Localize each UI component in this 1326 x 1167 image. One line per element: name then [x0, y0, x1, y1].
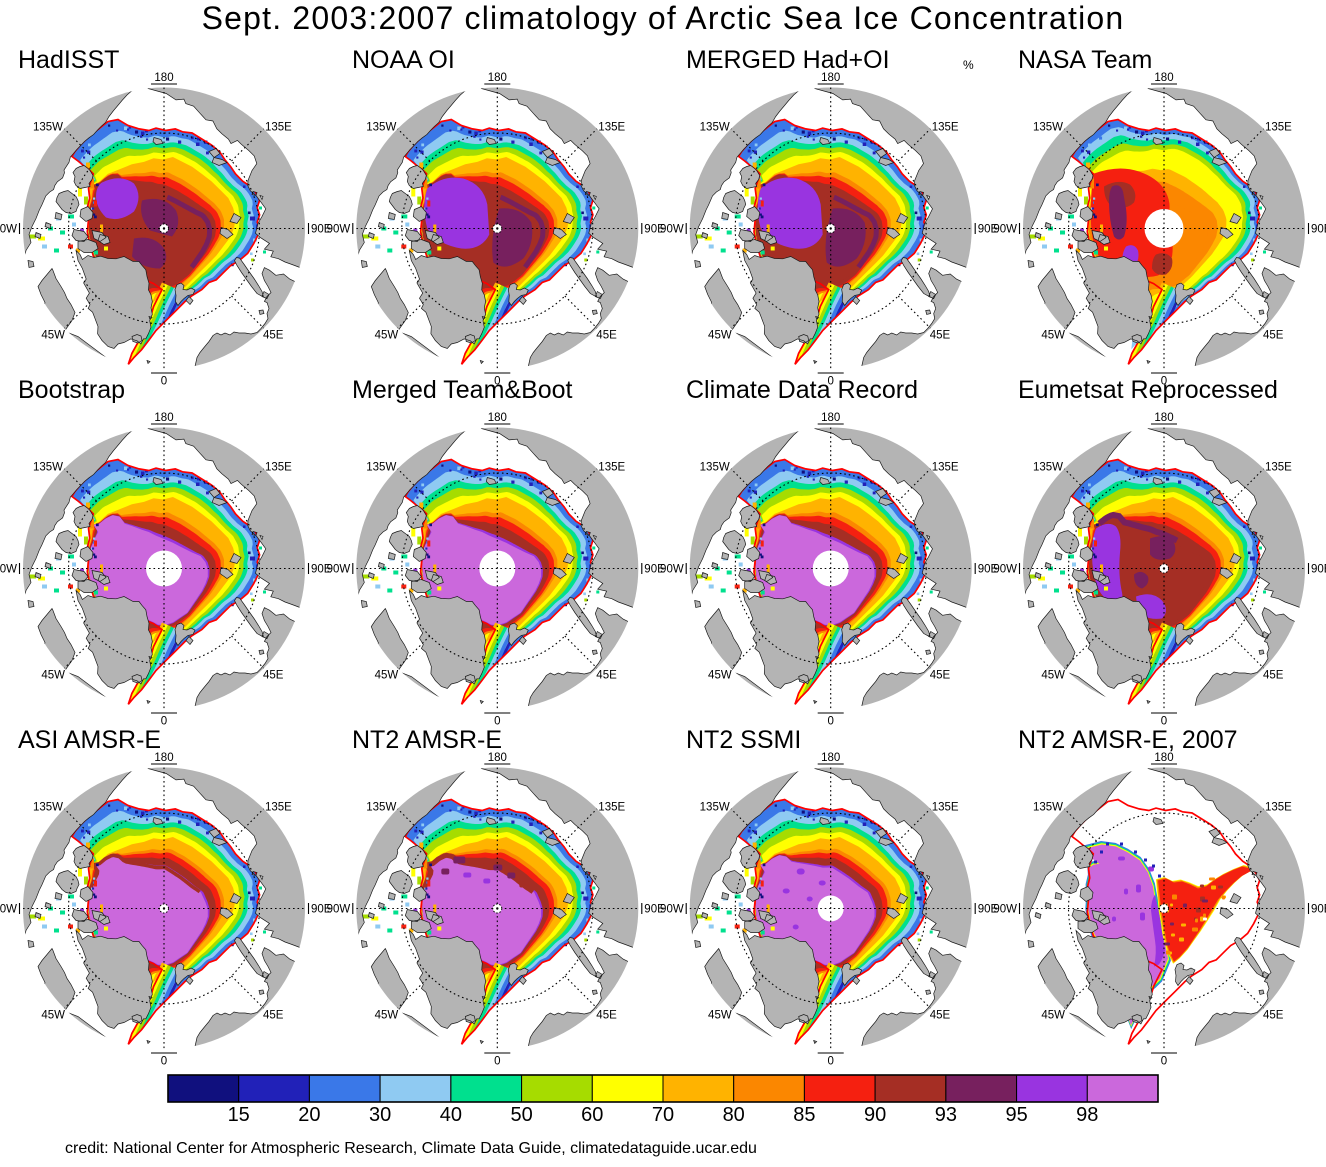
svg-text:15: 15: [228, 1104, 250, 1126]
svg-text:NOAA OI: NOAA OI: [352, 46, 455, 74]
svg-text:30: 30: [369, 1104, 391, 1126]
svg-text:70: 70: [652, 1104, 674, 1126]
svg-text:Sept. 2003:2007 climatology of: Sept. 2003:2007 climatology of Arctic Se…: [202, 0, 1125, 36]
svg-text:90: 90: [864, 1104, 886, 1126]
svg-text:50: 50: [510, 1104, 532, 1126]
svg-text:98: 98: [1076, 1104, 1098, 1126]
svg-text:Eumetsat Reprocessed: Eumetsat Reprocessed: [1018, 376, 1278, 404]
svg-text:NASA Team: NASA Team: [1018, 46, 1152, 74]
svg-text:MERGED Had+OI: MERGED Had+OI: [686, 46, 890, 74]
svg-text:Climate Data Record: Climate Data Record: [686, 376, 918, 404]
svg-text:NT2 SSMI: NT2 SSMI: [686, 726, 801, 754]
svg-text:%: %: [963, 58, 974, 72]
svg-text:95: 95: [1005, 1104, 1027, 1126]
svg-text:ASI AMSR-E: ASI AMSR-E: [18, 726, 161, 754]
svg-text:40: 40: [440, 1104, 462, 1126]
svg-text:20: 20: [298, 1104, 320, 1126]
svg-text:credit: National Center for At: credit: National Center for Atmospheric …: [65, 1140, 757, 1157]
svg-text:93: 93: [935, 1104, 957, 1126]
svg-text:NT2 AMSR-E, 2007: NT2 AMSR-E, 2007: [1018, 726, 1238, 754]
svg-text:Bootstrap: Bootstrap: [18, 376, 125, 404]
svg-text:NT2 AMSR-E: NT2 AMSR-E: [352, 726, 502, 754]
svg-text:Merged Team&Boot: Merged Team&Boot: [352, 376, 573, 404]
svg-text:80: 80: [723, 1104, 745, 1126]
svg-text:HadISST: HadISST: [18, 46, 119, 74]
svg-text:60: 60: [581, 1104, 603, 1126]
svg-text:85: 85: [793, 1104, 815, 1126]
